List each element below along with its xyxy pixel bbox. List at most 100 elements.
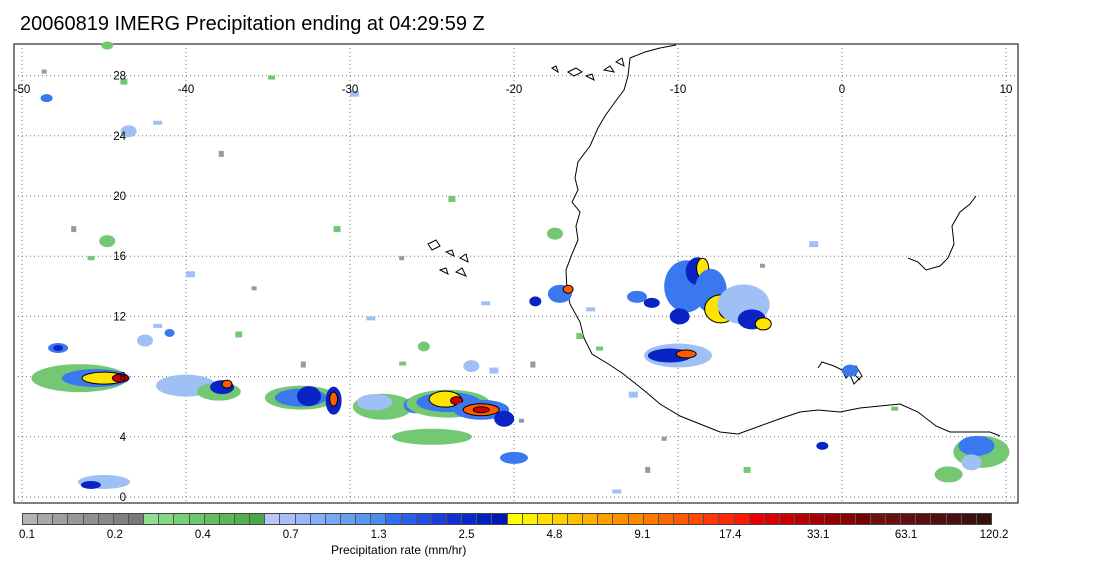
precip-speckle (350, 90, 359, 97)
colorbar-swatch (689, 514, 705, 524)
colorbar-label: 0.2 (106, 529, 123, 541)
colorbar-swatch (749, 514, 765, 524)
precip-speckle (661, 436, 667, 441)
precip-cell (934, 466, 963, 483)
coastline (427, 44, 1001, 437)
colorbar-label: 63.1 (894, 529, 918, 541)
colorbar-label: 0.1 (19, 529, 35, 541)
colorbar-swatch (643, 514, 659, 524)
colorbar-swatch (356, 514, 372, 524)
precip-cell (816, 441, 829, 450)
lon-tick-label: -50 (14, 84, 31, 96)
colorbar-label: 2.5 (458, 529, 475, 541)
colorbar-swatch (386, 514, 402, 524)
colorbar-swatch (234, 514, 251, 524)
axis-ticks: -50 -40 -30 -20 -10 0 10 28 24 20 16 12 8 4 0 (14, 71, 1013, 504)
colorbar-swatch (340, 514, 357, 524)
precip-cell (500, 451, 528, 464)
precip-cell (961, 454, 982, 471)
colorbar-swatch (931, 514, 947, 524)
precip-speckle (645, 466, 651, 473)
colorbar-swatch (886, 514, 902, 524)
precip-speckle (891, 406, 899, 411)
cape-verde-islands (427, 239, 469, 277)
colorbar-label: 4.8 (546, 529, 563, 541)
colorbar-swatch (401, 514, 417, 524)
lat-tick-label: 0 (120, 492, 126, 504)
precip-cell (562, 284, 574, 294)
colorbar-swatch (310, 514, 326, 524)
colorbar-swatch (901, 514, 917, 524)
colorbar-swatch (870, 514, 887, 524)
lat-tick-label: 28 (113, 71, 126, 83)
precip-speckle (366, 316, 376, 321)
precip-cell (111, 373, 129, 383)
lat-tick-label: 24 (113, 131, 126, 143)
colorbar-swatch (704, 514, 720, 524)
precip-speckle (251, 286, 257, 291)
lon-tick-label: 10 (1000, 84, 1013, 96)
lon-tick-label: -30 (342, 84, 359, 96)
precip-speckle (530, 361, 536, 368)
colorbar-swatch (840, 514, 856, 524)
lon-tick-label: -40 (178, 84, 195, 96)
colorbar-label: 9.1 (634, 529, 651, 541)
colorbar-swatch (568, 514, 584, 524)
colorbar-swatch (537, 514, 553, 524)
precip-speckle (153, 120, 163, 125)
colorbar-label: 0.7 (282, 529, 299, 541)
colorbar-swatch (734, 514, 750, 524)
colorbar-swatch (265, 514, 281, 524)
niger-river (907, 195, 977, 271)
precip-cell (120, 125, 137, 138)
precipitation-cells (31, 41, 1010, 494)
precip-cell (529, 296, 542, 307)
precip-cell (356, 394, 393, 411)
precip-speckle (71, 226, 77, 233)
colorbar-swatch (371, 514, 387, 524)
precip-speckle (87, 256, 95, 261)
lat-tick-label: 16 (113, 251, 126, 263)
colorbar-swatch (552, 514, 569, 524)
colorbar-swatch (250, 514, 266, 524)
precip-speckle (300, 361, 306, 368)
colorbar-swatch (280, 514, 296, 524)
colorbar-swatch (492, 514, 508, 524)
colorbar-swatch (144, 514, 160, 524)
precip-speckle (153, 323, 163, 328)
precip-cell (101, 41, 114, 50)
precip-cell (80, 480, 101, 489)
colorbar-swatch (446, 514, 463, 524)
lon-tick-label: -10 (670, 84, 687, 96)
colorbar-swatch (416, 514, 432, 524)
precip-cell (547, 227, 563, 240)
precip-cell (627, 290, 647, 303)
colorbar-swatch (764, 514, 781, 524)
precip-speckle (481, 301, 491, 306)
precip-cell (329, 391, 339, 407)
lat-tick-label: 4 (120, 432, 127, 444)
colorbar (22, 513, 992, 525)
precip-speckle (743, 466, 751, 473)
north-africa-coast (629, 44, 677, 59)
precip-cell (463, 360, 480, 373)
precip-speckle (628, 391, 638, 398)
precip-cell (99, 235, 116, 248)
precip-speckle (596, 346, 603, 351)
precip-speckle (218, 150, 224, 157)
colorbar-swatch (674, 514, 690, 524)
precip-cell (40, 94, 53, 103)
colorbar-swatch (204, 514, 220, 524)
west-africa-coastline (565, 57, 1001, 437)
colorbar-swatch (613, 514, 629, 524)
map-frame (13, 43, 1019, 504)
colorbar-swatch (522, 514, 538, 524)
precip-speckle (448, 196, 456, 202)
colorbar-swatch (189, 514, 205, 524)
precip-cell (842, 364, 859, 377)
precip-speckle (586, 307, 596, 312)
colorbar-swatch (795, 514, 811, 524)
precip-cell (417, 341, 430, 352)
colorbar-swatch (38, 514, 54, 524)
